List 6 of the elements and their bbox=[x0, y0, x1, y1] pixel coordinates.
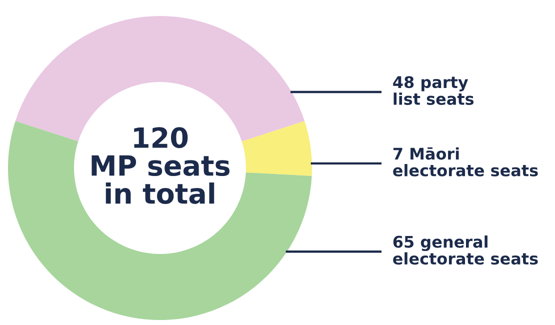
slice-label: 65 general electorate seats bbox=[393, 235, 538, 265]
slice-label: 7 Māori electorate seats bbox=[393, 147, 538, 176]
donut-slice bbox=[242, 121, 312, 176]
text: 120 MP seats in total bbox=[92, 127, 230, 204]
donut-slice bbox=[8, 121, 312, 320]
slice-label: 48 party list seats bbox=[393, 76, 474, 105]
